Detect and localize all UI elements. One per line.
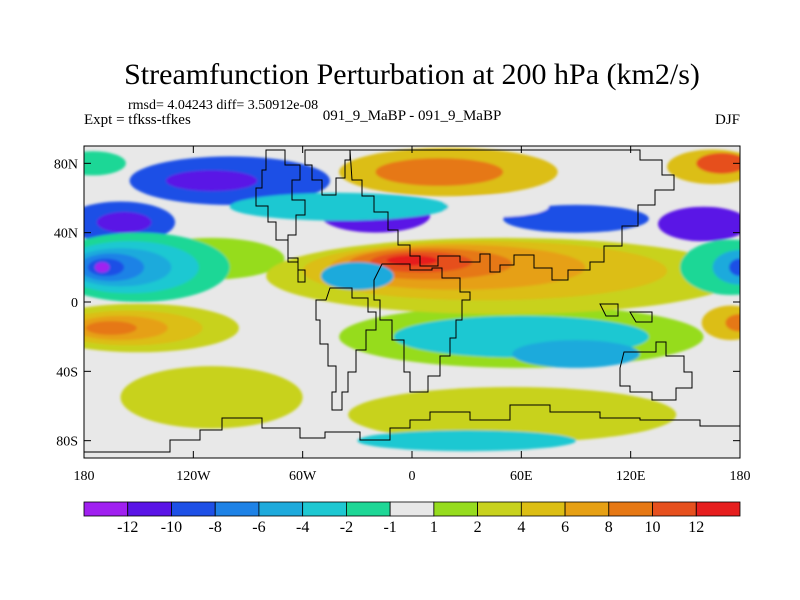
x-tick-label: 120W	[176, 469, 211, 484]
case-label: 091_9_MaBP - 091_9_MaBP	[323, 108, 502, 124]
season-label: DJF	[715, 112, 740, 128]
coastline-australia	[619, 341, 693, 401]
y-tick-label: 80N	[54, 157, 78, 172]
colorbar-label: -1	[383, 519, 396, 536]
coastline-north-america	[255, 149, 306, 283]
x-axis: 180 120W 60W 0 60E 120E 180	[74, 146, 751, 484]
contour-region-43	[320, 262, 394, 290]
colorbar-swatch	[433, 501, 478, 517]
coastline-antarctica	[84, 404, 740, 458]
x-tick-label: 0	[409, 469, 416, 484]
y-tick-label: 0	[71, 296, 78, 311]
x-tick-label: 180	[74, 469, 95, 484]
contour-region-3	[166, 170, 258, 192]
colorbar-swatch	[477, 501, 522, 517]
contour-field	[84, 147, 740, 452]
contour-region-22	[386, 255, 438, 266]
x-ticks: 180 120W 60W 0 60E 120E 180	[74, 146, 751, 484]
coastlines	[84, 149, 740, 458]
contour-region-16	[696, 152, 740, 174]
colorbar-label: -4	[296, 519, 309, 536]
colorbar-label: 1	[430, 519, 438, 536]
contour-region-12	[439, 196, 549, 218]
colorbar-swatch	[83, 501, 129, 517]
colorbar-label: -6	[252, 519, 265, 536]
colorbar-label: -8	[209, 519, 222, 536]
y-ticks: 80N 40N 0 40S 80S	[54, 157, 740, 450]
stats-label: rmsd= 4.04243 diff= 3.50912e-08	[128, 98, 318, 113]
contour-region-34	[94, 262, 110, 273]
colorbar-label: 4	[517, 519, 525, 536]
contour-region-27	[701, 305, 740, 341]
colorbar-label: 10	[645, 519, 661, 536]
contour-region-41	[357, 430, 576, 452]
contour-region-36	[712, 250, 740, 285]
coastline-south-america	[315, 287, 377, 411]
colorbar-swatch	[695, 501, 741, 517]
contour-region-10	[348, 387, 677, 443]
contour-region-37	[729, 258, 740, 276]
chart-title: Streamfunction Perturbation at 200 hPa (…	[124, 58, 700, 91]
y-axis: 80N 40N 0 40S 80S	[54, 157, 740, 450]
coastline-africa	[373, 263, 471, 393]
colorbar-labels: -12 -10 -8 -6 -4 -2 -1 1 2 4 6 8 10 12	[117, 519, 704, 536]
colorbar-swatch	[214, 501, 260, 517]
coastline-indonesia	[599, 303, 653, 323]
plot-area	[84, 146, 740, 458]
colorbar-label: -12	[117, 519, 138, 536]
colorbar-label: -2	[340, 519, 353, 536]
colorbar-swatches	[83, 501, 741, 517]
y-tick-label: 80S	[56, 435, 78, 450]
contour-region-38	[229, 192, 449, 221]
x-tick-label: 180	[730, 469, 751, 484]
colorbar-label: -10	[161, 519, 182, 536]
x-tick-label: 120E	[616, 469, 646, 484]
colorbar-swatch	[345, 501, 391, 517]
contour-region-40	[512, 340, 640, 368]
contour-region-28	[725, 314, 740, 332]
experiment-label: Expt = tfkss-tfkes	[84, 112, 191, 128]
y-tick-label: 40N	[54, 227, 78, 242]
contour-region-9	[120, 366, 303, 429]
colorbar-swatch	[564, 501, 610, 517]
colorbar-swatch	[520, 501, 566, 517]
y-tick-label: 40S	[56, 365, 78, 380]
coastline-eurasia	[349, 149, 675, 281]
contour-region-42	[84, 151, 126, 176]
colorbar-swatch	[302, 501, 347, 517]
colorbar-swatch	[608, 501, 653, 517]
colorbar-label: 8	[605, 519, 613, 536]
coastline-greenland	[304, 149, 351, 196]
x-tick-label: 60E	[510, 469, 533, 484]
contour-region-14	[375, 158, 504, 186]
colorbar-swatch	[389, 501, 435, 517]
contour-region-5	[658, 206, 740, 242]
x-tick-label: 60W	[289, 469, 317, 484]
colorbar-label: 2	[474, 519, 482, 536]
colorbar-swatch	[127, 501, 172, 517]
colorbar: -12 -10 -8 -6 -4 -2 -1 1 2 4 6 8 10 12	[83, 501, 741, 536]
colorbar-label: 12	[688, 519, 704, 536]
colorbar-swatch	[652, 501, 697, 517]
colorbar-label: 6	[561, 519, 569, 536]
colorbar-swatch	[171, 501, 216, 517]
contour-region-26	[85, 321, 137, 335]
colorbar-swatch	[258, 501, 304, 517]
contour-region-1	[96, 211, 152, 233]
